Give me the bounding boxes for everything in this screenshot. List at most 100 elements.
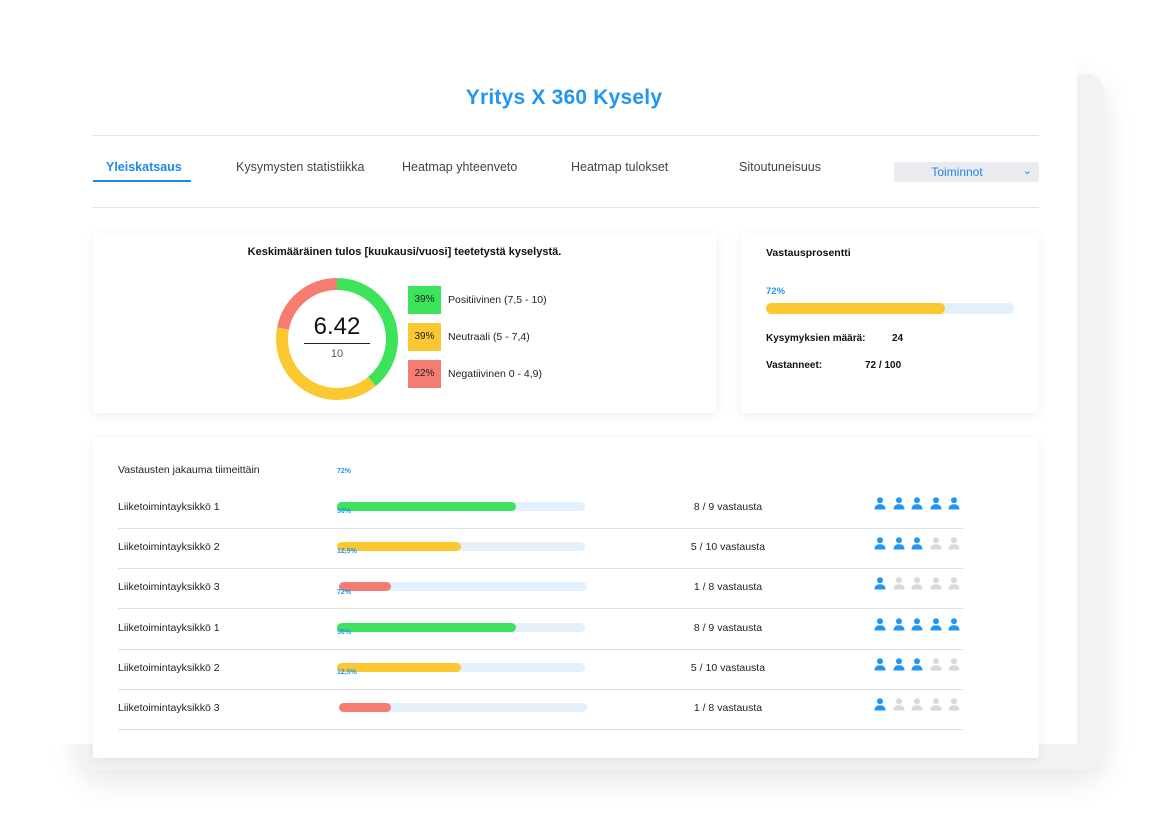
person-icon	[930, 577, 941, 590]
average-score-value: 6.42	[313, 313, 361, 340]
team-response-bar	[337, 502, 585, 511]
team-response-bar	[339, 703, 587, 712]
response-rate-percent: 72%	[766, 286, 786, 297]
chevron-down-icon: ⌄	[1022, 165, 1032, 177]
person-icon	[893, 497, 904, 510]
average-score-title: Keskimääräinen tulos [kuukausi/vuosi] te…	[247, 246, 562, 258]
team-response-bar-fill	[337, 623, 516, 632]
team-row: Liiketoimintayksikkö 1 72% 8 / 9 vastausta	[118, 589, 963, 650]
team-response-count: 1 / 8 vastausta	[693, 702, 763, 714]
header-divider	[93, 135, 1039, 136]
legend-positive-label: Positiivinen (7,5 - 10)	[448, 294, 547, 306]
person-icon	[930, 698, 941, 711]
response-rate-card: Vastausprosentti 72% Kysymyksien määrä: …	[741, 233, 1039, 413]
team-distribution-title: Vastausten jakauma tiimeittäin	[118, 464, 260, 476]
team-name: Liiketoimintayksikkö 2	[118, 662, 220, 674]
person-icon	[874, 537, 886, 550]
team-name: Liiketoimintayksikkö 3	[118, 581, 220, 593]
legend-neutral-badge: 39%	[408, 323, 441, 351]
team-distribution-card: Vastausten jakauma tiimeittäin Liiketoim…	[93, 438, 1039, 758]
tab-heatmap-yhteenveto[interactable]: Heatmap yhteenveto	[402, 160, 518, 174]
donut-segment-neutral	[276, 278, 398, 400]
person-icon	[893, 577, 904, 590]
person-icon	[874, 497, 886, 510]
person-icon	[948, 618, 960, 631]
response-rate-bar-fill	[766, 303, 945, 314]
person-icon	[893, 698, 904, 711]
person-icon	[911, 577, 923, 590]
tab-heatmap-tulokset[interactable]: Heatmap tulokset	[571, 160, 669, 174]
average-score-max: 10	[330, 348, 344, 360]
tab-sitoutuneisuus[interactable]: Sitoutuneisuus	[739, 160, 822, 174]
team-row: Liiketoimintayksikkö 2 50% 5 / 10 vastaust…	[118, 629, 963, 690]
team-name: Liiketoimintayksikkö 1	[118, 622, 220, 634]
team-name: Liiketoimintayksikkö 2	[118, 541, 220, 553]
respondents-label: Vastanneet:	[766, 360, 823, 371]
page-title: Yritys X 360 Kysely	[465, 86, 663, 109]
team-name: Liiketoimintayksikkö 3	[118, 702, 220, 714]
team-response-count: 8 / 9 vastausta	[693, 501, 763, 513]
person-icon	[930, 618, 941, 631]
team-response-percent: 50%	[337, 508, 352, 515]
person-icon	[930, 658, 941, 671]
team-row: Liiketoimintayksikkö 3 12,5% 1 / 8 vastaus…	[118, 548, 963, 609]
team-response-percent: 12,5%	[337, 669, 357, 676]
tab-bar: Yleiskatsaus Kysymysten statistiikka Hea…	[93, 160, 1039, 184]
team-response-percent: 12,5%	[337, 548, 357, 555]
question-count-label: Kysymyksien määrä:	[766, 333, 866, 344]
person-icon	[911, 658, 923, 671]
team-row: Liiketoimintayksikkö 1 72% 8 / 9 vastausta	[118, 468, 963, 529]
team-response-count: 8 / 9 vastausta	[693, 622, 763, 634]
person-icon	[948, 577, 960, 590]
team-response-bar	[339, 582, 587, 591]
person-icon	[930, 537, 941, 550]
team-response-bar-fill	[337, 542, 461, 551]
team-response-percent: 50%	[337, 629, 352, 636]
team-response-bar	[337, 663, 585, 672]
person-icon	[930, 497, 941, 510]
team-response-percent: 72%	[337, 589, 352, 596]
team-response-bar	[337, 542, 585, 551]
legend-positive-badge: 39%	[408, 286, 441, 314]
tab-yleiskatsaus[interactable]: Yleiskatsaus	[106, 160, 182, 174]
average-score-card: Keskimääräinen tulos [kuukausi/vuosi] te…	[93, 233, 716, 413]
legend-neutral-label: Neutraali (5 - 7,4)	[448, 331, 530, 343]
team-response-bar	[337, 623, 585, 632]
tab-kysymysten-statistiikka[interactable]: Kysymysten statistiikka	[236, 160, 365, 174]
person-icon	[948, 658, 960, 671]
person-icon	[874, 618, 886, 631]
legend-negative-badge: 22%	[408, 360, 441, 388]
team-response-percent: 72%	[337, 468, 352, 475]
score-fraction-line	[304, 343, 370, 344]
person-icon	[893, 618, 904, 631]
person-icon	[948, 497, 960, 510]
respondents-value: 72 / 100	[865, 360, 902, 371]
response-rate-title: Vastausprosentti	[766, 247, 851, 259]
team-response-bar-fill	[337, 502, 516, 511]
person-icon	[911, 618, 923, 631]
team-response-bar-fill	[337, 663, 461, 672]
legend-negative-label: Negatiivinen 0 - 4,9)	[448, 368, 542, 380]
person-icon	[893, 658, 904, 671]
person-icon	[948, 698, 960, 711]
team-row: Liiketoimintayksikkö 3 12,5% 1 / 8 vastaus…	[118, 669, 963, 730]
person-icon	[948, 537, 960, 550]
active-tab-indicator	[93, 180, 191, 182]
team-response-count: 5 / 10 vastausta	[690, 541, 766, 553]
score-donut-chart	[276, 278, 398, 400]
actions-dropdown-value: Toiminnot	[931, 165, 983, 179]
question-count-value: 24	[892, 333, 904, 344]
team-response-bar-fill	[339, 703, 392, 712]
donut-segment-positive	[276, 278, 398, 400]
person-icon	[911, 537, 923, 550]
response-rate-bar	[766, 303, 1014, 314]
tabs-divider	[93, 207, 1039, 208]
person-icon	[874, 698, 886, 711]
donut-center: 6.42 10	[298, 313, 376, 360]
person-icon	[893, 537, 904, 550]
team-response-count: 1 / 8 vastausta	[693, 581, 763, 593]
team-response-bar-fill	[339, 582, 392, 591]
actions-dropdown[interactable]: Toiminnot ⌄	[894, 162, 1039, 182]
team-response-count: 5 / 10 vastausta	[690, 662, 766, 674]
team-name: Liiketoimintayksikkö 1	[118, 501, 220, 513]
